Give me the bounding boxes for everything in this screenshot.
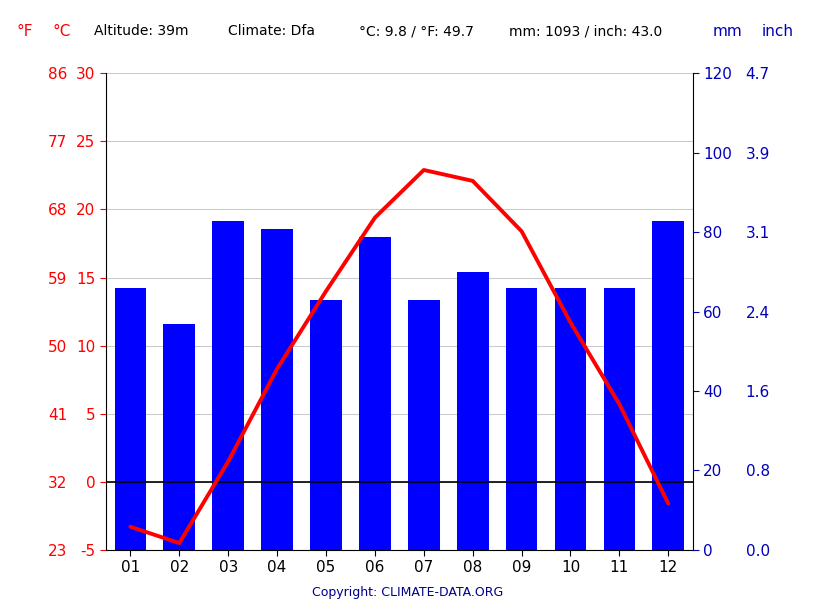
Text: mm: 1093 / inch: 43.0: mm: 1093 / inch: 43.0 xyxy=(509,24,663,38)
Text: Copyright: CLIMATE-DATA.ORG: Copyright: CLIMATE-DATA.ORG xyxy=(312,586,503,599)
Bar xyxy=(114,288,147,550)
Bar xyxy=(603,288,636,550)
Text: inch: inch xyxy=(762,24,794,40)
Bar xyxy=(212,221,244,550)
Bar xyxy=(359,236,391,550)
Text: Climate: Dfa: Climate: Dfa xyxy=(228,24,315,38)
Bar xyxy=(408,300,440,550)
Bar xyxy=(505,288,538,550)
Text: mm: mm xyxy=(713,24,743,40)
Bar xyxy=(261,229,293,550)
Text: Altitude: 39m: Altitude: 39m xyxy=(94,24,188,38)
Text: °F: °F xyxy=(16,24,33,40)
Text: °C: °C xyxy=(53,24,72,40)
Text: °C: 9.8 / °F: 49.7: °C: 9.8 / °F: 49.7 xyxy=(359,24,474,38)
Bar xyxy=(456,273,488,550)
Bar xyxy=(554,288,586,550)
Bar xyxy=(310,300,342,550)
Bar xyxy=(163,324,196,550)
Bar xyxy=(652,221,684,550)
